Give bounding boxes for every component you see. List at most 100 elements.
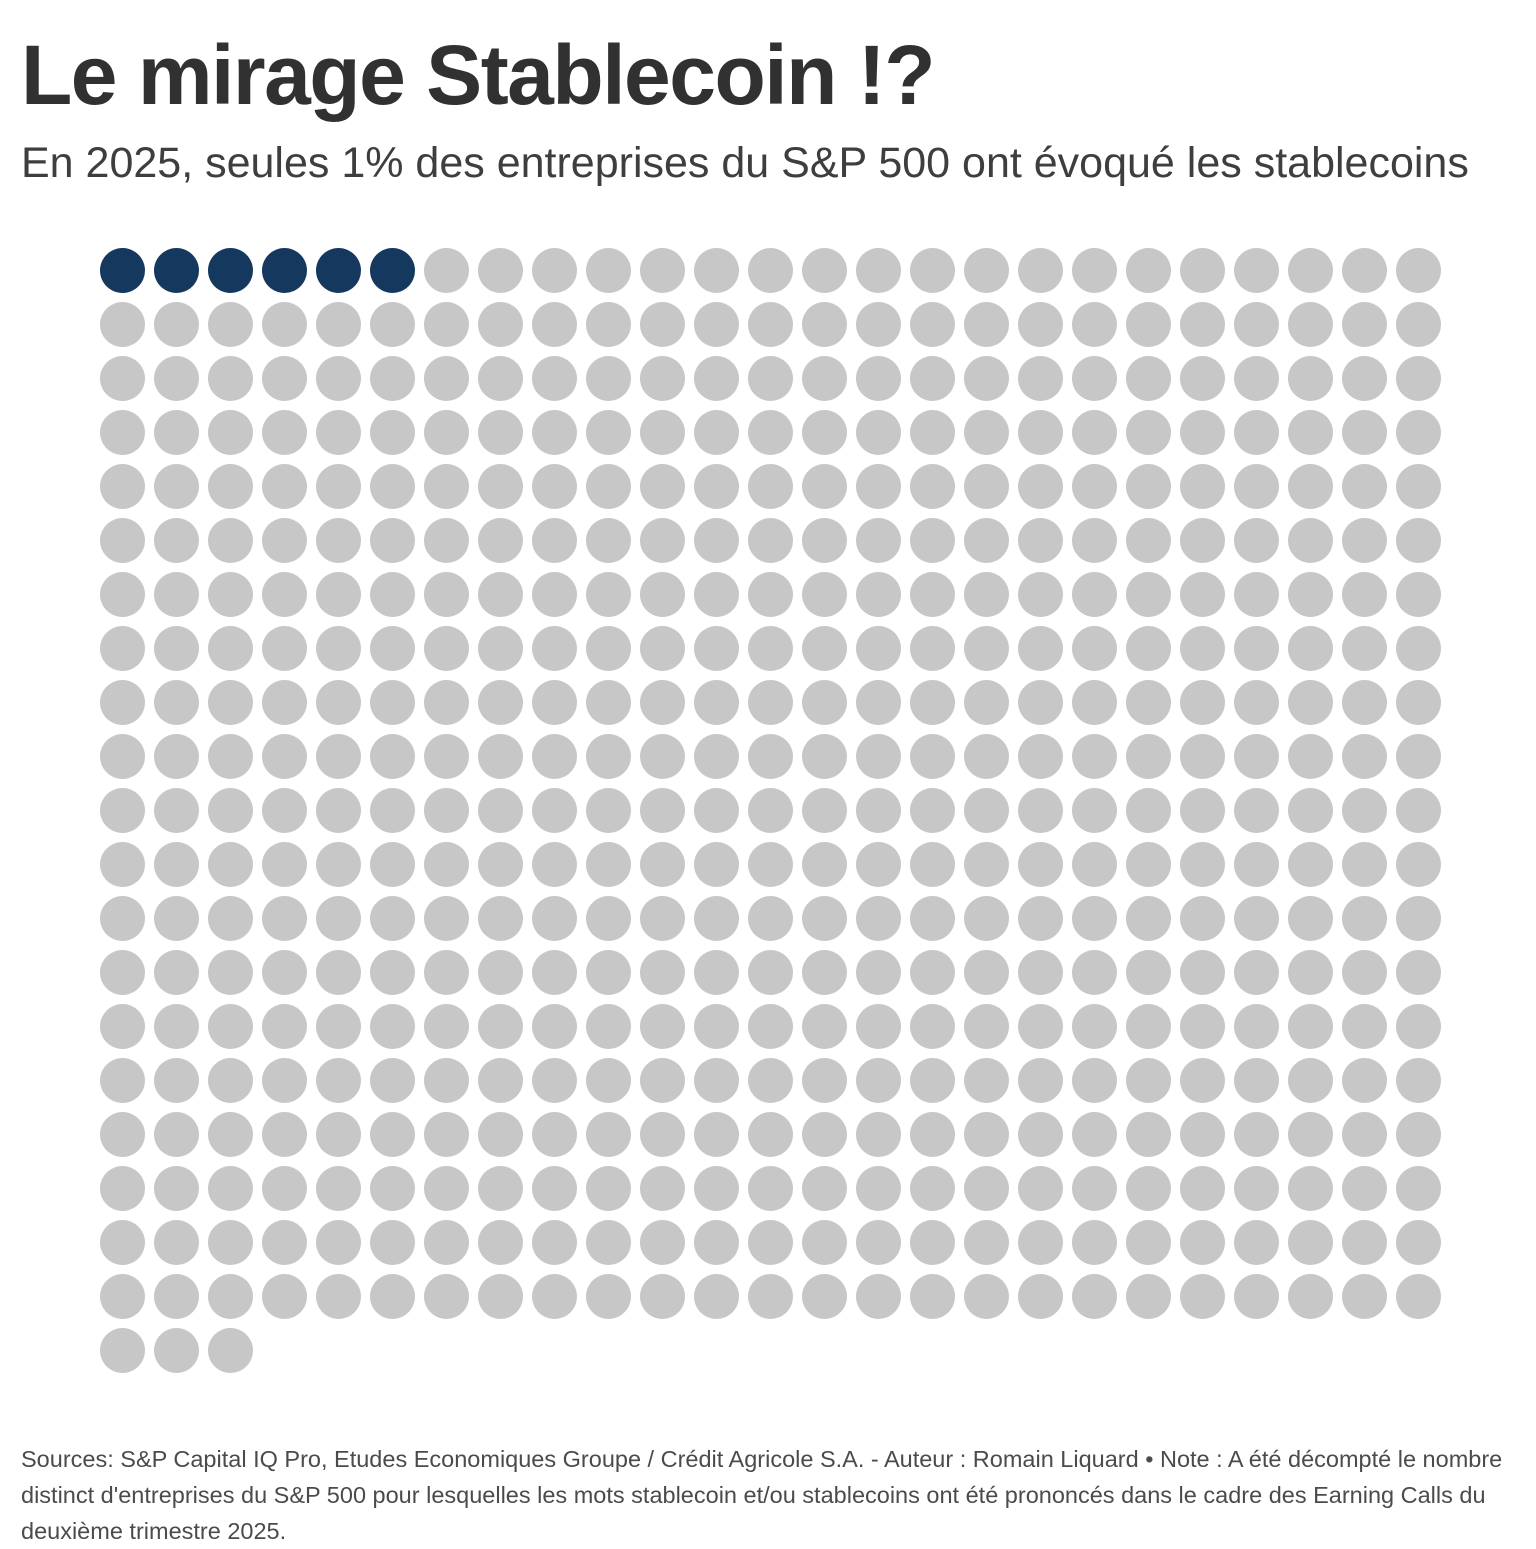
waffle-dot: [694, 572, 739, 617]
waffle-dot: [964, 734, 1009, 779]
waffle-dot: [262, 1166, 307, 1211]
waffle-dot: [478, 410, 523, 455]
waffle-dot: [748, 896, 793, 941]
waffle-dot: [640, 950, 685, 995]
waffle-dot: [478, 1112, 523, 1157]
waffle-dot-highlighted: [208, 248, 253, 293]
waffle-dot: [910, 896, 955, 941]
waffle-dot: [316, 356, 361, 401]
waffle-dot: [748, 1004, 793, 1049]
waffle-dot: [154, 950, 199, 995]
waffle-dot: [478, 788, 523, 833]
waffle-dot: [1234, 1166, 1279, 1211]
waffle-dot: [1396, 572, 1441, 617]
waffle-dot: [586, 788, 631, 833]
waffle-dot: [748, 1112, 793, 1157]
waffle-dot: [478, 572, 523, 617]
waffle-dot: [154, 734, 199, 779]
waffle-dot: [1396, 842, 1441, 887]
waffle-dot: [1018, 842, 1063, 887]
waffle-dot: [910, 464, 955, 509]
waffle-dot: [748, 248, 793, 293]
waffle-dot: [1288, 626, 1333, 671]
waffle-dot: [1396, 950, 1441, 995]
waffle-dot: [100, 896, 145, 941]
waffle-dot: [640, 1274, 685, 1319]
waffle-dot: [1396, 1166, 1441, 1211]
waffle-dot: [262, 680, 307, 725]
waffle-dot: [424, 1220, 469, 1265]
waffle-dot: [1396, 356, 1441, 401]
waffle-dot: [802, 626, 847, 671]
waffle-dot: [100, 572, 145, 617]
waffle-dot: [1126, 518, 1171, 563]
waffle-dot: [1018, 788, 1063, 833]
waffle-dot: [640, 896, 685, 941]
waffle-dot: [1072, 680, 1117, 725]
waffle-dot: [478, 896, 523, 941]
waffle-dot: [154, 1220, 199, 1265]
waffle-dot: [1180, 1220, 1225, 1265]
waffle-dot: [802, 1220, 847, 1265]
waffle-dot: [208, 1112, 253, 1157]
waffle-dot: [154, 572, 199, 617]
waffle-dot: [1126, 680, 1171, 725]
waffle-dot: [478, 464, 523, 509]
waffle-dot: [640, 788, 685, 833]
waffle-dot: [154, 1004, 199, 1049]
waffle-dot: [1180, 950, 1225, 995]
waffle-dot: [1072, 734, 1117, 779]
waffle-dot: [424, 1166, 469, 1211]
waffle-dot: [802, 248, 847, 293]
waffle-dot: [1342, 626, 1387, 671]
waffle-dot: [694, 788, 739, 833]
waffle-dot: [532, 248, 577, 293]
waffle-dot: [1396, 464, 1441, 509]
waffle-dot: [856, 1004, 901, 1049]
waffle-dot: [478, 626, 523, 671]
waffle-dot: [316, 410, 361, 455]
waffle-dot: [1072, 1220, 1117, 1265]
waffle-dot: [1342, 950, 1387, 995]
waffle-dot: [154, 1058, 199, 1103]
waffle-dot: [1126, 626, 1171, 671]
waffle-dot: [856, 950, 901, 995]
waffle-dot: [262, 1220, 307, 1265]
waffle-dot: [1396, 302, 1441, 347]
waffle-dot: [1288, 410, 1333, 455]
waffle-dot: [910, 410, 955, 455]
waffle-dot: [370, 572, 415, 617]
waffle-dot: [1018, 302, 1063, 347]
waffle-dot: [1126, 1112, 1171, 1157]
waffle-dot: [370, 1220, 415, 1265]
waffle-dot: [532, 626, 577, 671]
waffle-dot: [100, 356, 145, 401]
waffle-dot: [1288, 1274, 1333, 1319]
waffle-dot: [424, 518, 469, 563]
waffle-dot: [316, 734, 361, 779]
waffle-dot: [1234, 680, 1279, 725]
waffle-dot: [1342, 1112, 1387, 1157]
waffle-dot: [532, 356, 577, 401]
page-subtitle: En 2025, seules 1% des entreprises du S&…: [21, 139, 1469, 187]
waffle-dot: [154, 626, 199, 671]
waffle-dot: [478, 356, 523, 401]
waffle-dot: [1288, 572, 1333, 617]
waffle-dot: [748, 680, 793, 725]
waffle-dot: [154, 1328, 199, 1373]
waffle-dot: [748, 302, 793, 347]
waffle-dot: [100, 1058, 145, 1103]
waffle-dot: [1396, 788, 1441, 833]
waffle-dot: [424, 1058, 469, 1103]
waffle-dot: [154, 1112, 199, 1157]
waffle-dot: [1018, 410, 1063, 455]
waffle-dot: [1018, 896, 1063, 941]
waffle-dot: [1342, 788, 1387, 833]
waffle-dot: [694, 1220, 739, 1265]
waffle-dot: [154, 356, 199, 401]
waffle-dot: [262, 1274, 307, 1319]
waffle-dot: [694, 464, 739, 509]
waffle-dot: [424, 302, 469, 347]
waffle-dot: [1288, 1004, 1333, 1049]
waffle-dot: [532, 896, 577, 941]
